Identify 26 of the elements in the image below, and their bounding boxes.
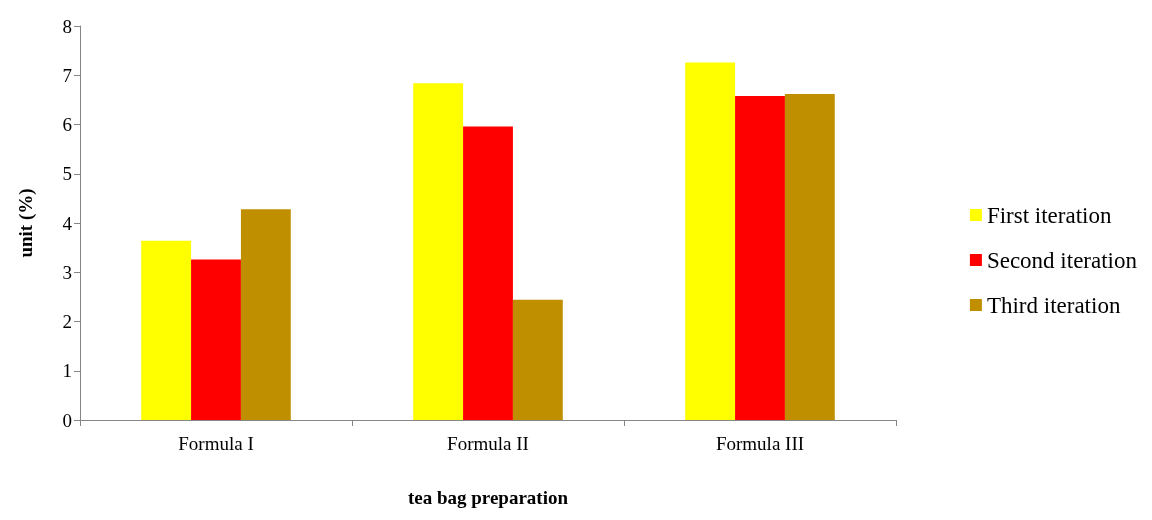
y-tick-label: 8 — [62, 15, 72, 37]
y-axis-title: unit (%) — [15, 188, 37, 258]
x-tick-label: Formula I — [178, 433, 254, 454]
y-tick-label: 5 — [62, 163, 72, 185]
bar — [463, 126, 513, 420]
bar — [240, 209, 291, 420]
x-tick-label: Formula II — [447, 433, 529, 454]
legend-label: First iteration — [986, 202, 1112, 228]
bar — [735, 95, 785, 420]
y-tick-label: 7 — [62, 64, 72, 86]
legend-label: Third iteration — [986, 292, 1121, 318]
x-axis-title: tea bag preparation — [407, 487, 569, 508]
legend-label: Second iteration — [986, 247, 1138, 273]
y-tick-label: 3 — [62, 261, 72, 283]
bar — [191, 259, 241, 420]
bar — [784, 93, 835, 420]
x-tick-label: Formula III — [715, 433, 805, 454]
bar — [685, 62, 736, 420]
bar — [141, 240, 192, 420]
bar — [413, 83, 464, 420]
y-tick-label: 6 — [62, 114, 72, 135]
y-tick-label: 1 — [62, 360, 72, 382]
y-tick-label: 4 — [62, 212, 73, 234]
y-tick-label: 0 — [62, 409, 72, 431]
y-tick-label: 2 — [62, 311, 72, 332]
bar — [512, 299, 563, 420]
